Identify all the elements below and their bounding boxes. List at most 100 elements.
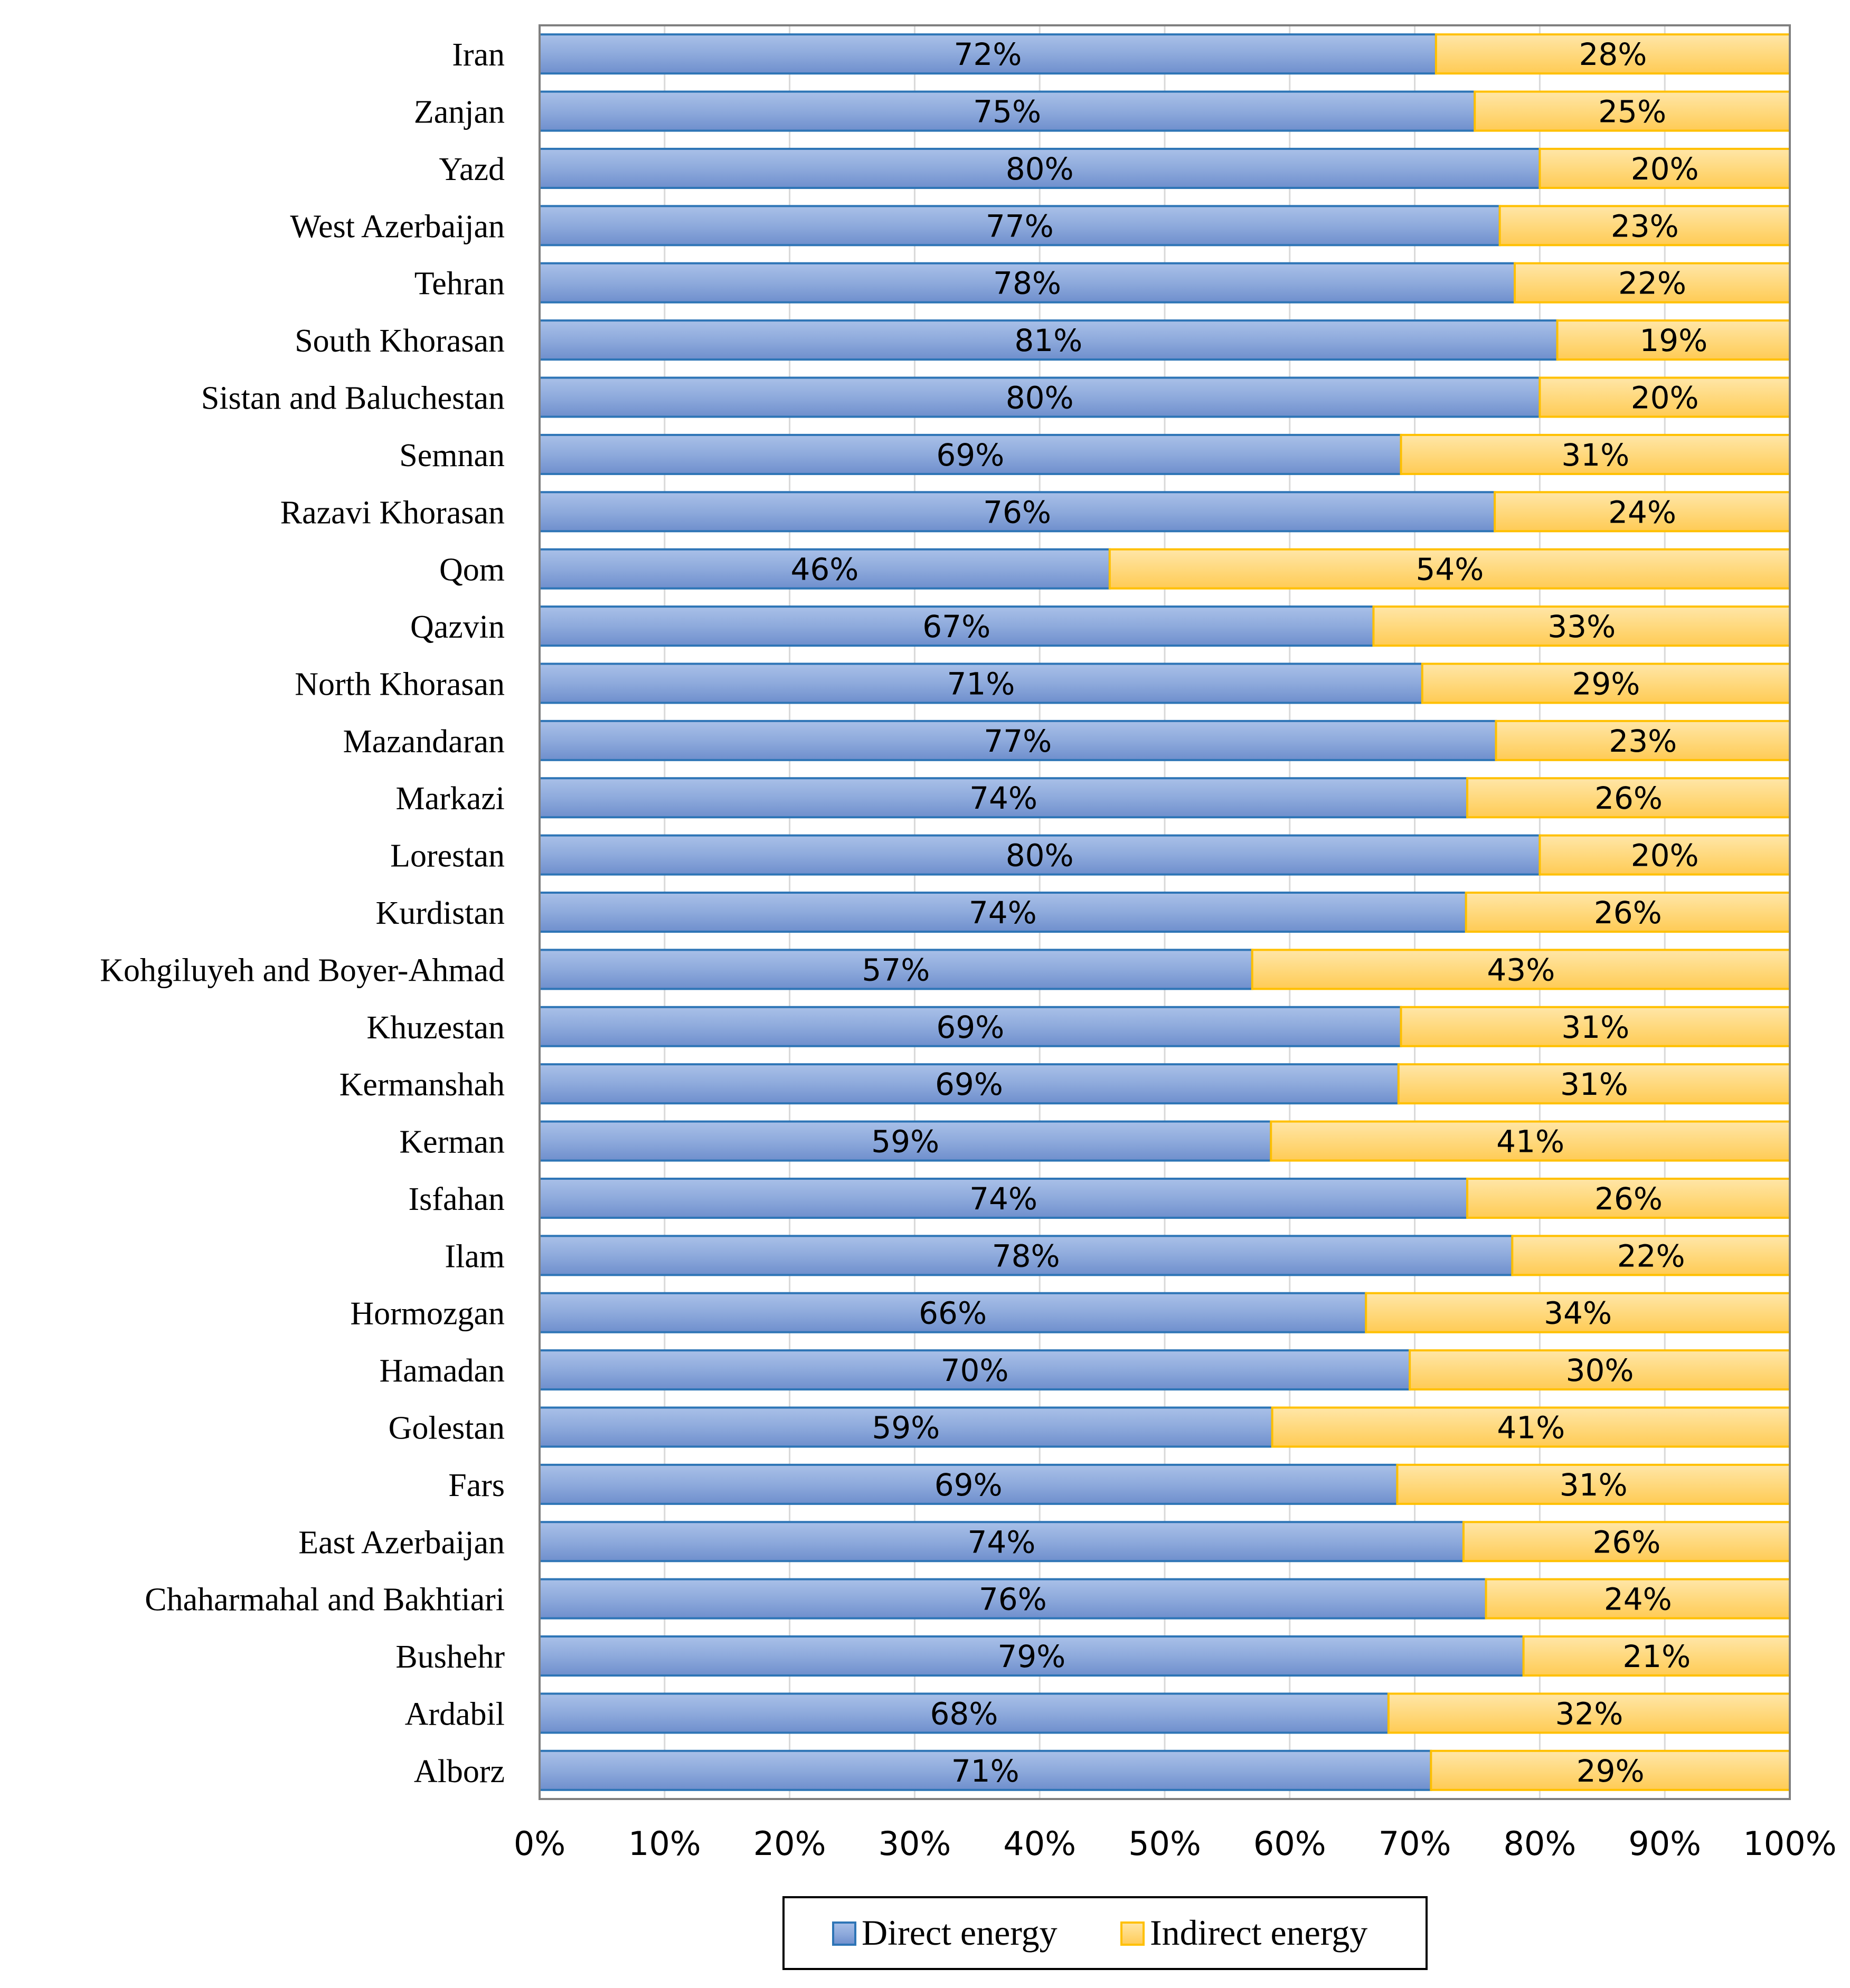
direct-energy-data-label: 71% [951,1753,1020,1789]
indirect-energy-data-label: 29% [1577,1753,1645,1789]
indirect-energy-bar [1522,1635,1791,1677]
x-tick-label: 10% [628,1824,701,1863]
category-label: South Khorasan [295,323,505,359]
category-label: Chaharmahal and Bakhtiari [145,1582,505,1618]
legend-frame [782,1896,1428,1970]
indirect-energy-bar [1108,548,1791,590]
category-label: Yazd [439,152,505,187]
indirect-energy-bar [1271,1406,1791,1448]
direct-energy-data-label: 80% [1006,151,1074,187]
indirect-energy-bar [1365,1292,1791,1333]
category-label: Ilam [445,1238,505,1274]
indirect-energy-data-label: 41% [1497,1409,1565,1445]
direct-energy-bar [539,1521,1465,1563]
indirect-energy-bar [1430,1749,1791,1791]
category-label: Zanjan [414,94,505,130]
data-labels: 72% 28% 75% 25% 80% 20% 77% 23% 78% 22% 81% 19% 80% 2… [790,36,1707,1789]
category-label: North Khorasan [295,666,505,702]
category-label: Qazvin [410,609,505,645]
indirect-energy-bar [1538,147,1791,189]
direct-energy-data-label: 68% [930,1696,998,1731]
indirect-energy-bar [1387,1692,1791,1734]
legend-label-direct-energy: Direct energy [862,1913,1058,1953]
category-label: Bushehr [395,1639,505,1675]
direct-energy-bar [539,1578,1487,1620]
indirect-energy-bar [1466,1177,1791,1219]
category-label: Mazandaran [343,724,505,760]
x-tick-label: 40% [1003,1824,1076,1863]
direct-energy-data-label: 75% [973,94,1041,130]
direct-energy-bar [539,1120,1272,1162]
indirect-energy-data-label: 20% [1631,838,1699,874]
indirect-energy-bar [1270,1120,1791,1162]
x-tick-label: 60% [1253,1824,1326,1863]
indirect-energy-bar [1495,720,1791,761]
category-label: Hamadan [379,1353,505,1389]
category-label: Iran [452,37,505,73]
direct-energy-data-label: 74% [969,895,1037,931]
category-label: Razavi Khorasan [280,495,505,531]
direct-energy-data-label: 66% [919,1295,987,1331]
x-axis-tick-labels: 0% 10% 20% 30% 40% 50% 60% 70% 80% 90% 100% [514,1824,1837,1863]
direct-energy-data-label: 70% [941,1352,1009,1388]
category-label: Tehran [414,266,505,302]
direct-energy-bar [539,433,1402,475]
indirect-energy-data-label: 54% [1415,552,1484,588]
direct-energy-bar [539,1635,1525,1677]
direct-energy-data-label: 69% [935,1066,1003,1102]
indirect-energy-data-label: 22% [1618,266,1686,301]
indirect-energy-data-label: 20% [1631,151,1699,187]
legend-swatch-indirect-energy [1120,1921,1145,1946]
direct-energy-data-label: 79% [997,1639,1065,1674]
category-labels: Iran Zanjan Yazd West Azerbaijan Tehran South… [100,37,505,1790]
plot-area-frame [539,24,1791,1800]
indirect-energy-data-label: 33% [1547,609,1616,645]
indirect-energy-data-label: 24% [1604,1582,1672,1617]
indirect-energy-data-label: 32% [1555,1696,1623,1731]
indirect-energy-bar [1474,90,1791,132]
direct-energy-bar [539,376,1541,418]
legend-label-indirect-energy: Indirect energy [1150,1913,1367,1953]
category-label: Markazi [395,781,505,817]
indirect-energy-bar [1462,1521,1791,1563]
indirect-energy-data-label: 21% [1622,1639,1691,1674]
indirect-energy-bar [1400,1006,1791,1047]
indirect-energy-bar [1421,662,1791,704]
category-label: Alborz [414,1754,505,1790]
direct-energy-bar [539,1406,1273,1448]
legend-swatch-direct-energy [832,1921,856,1946]
direct-energy-bar [539,147,1541,189]
direct-energy-bar [539,1749,1432,1791]
direct-energy-data-label: 69% [936,437,1004,473]
indirect-energy-data-label: 31% [1561,1009,1629,1045]
direct-energy-data-label: 80% [1006,838,1074,874]
indirect-energy-bar [1396,1463,1791,1505]
indirect-energy-bar [1538,376,1791,418]
indirect-energy-data-label: 26% [1594,1181,1663,1217]
category-label: Kohgiluyeh and Boyer-Ahmad [100,952,505,988]
indirect-energy-data-label: 30% [1566,1352,1634,1388]
indirect-energy-data-label: 41% [1496,1124,1564,1160]
direct-energy-data-label: 74% [969,780,1037,816]
indirect-energy-bar [1400,433,1791,475]
direct-energy-data-label: 74% [968,1524,1036,1560]
category-label: Lorestan [390,838,505,874]
category-label: Kerman [399,1124,505,1160]
x-tick-label: 80% [1503,1824,1576,1863]
indirect-energy-data-label: 22% [1617,1238,1685,1274]
indirect-energy-bar [1372,605,1791,647]
direct-energy-data-label: 76% [979,1582,1047,1617]
category-label: East Azerbaijan [298,1525,505,1560]
indirect-energy-bar [1556,319,1791,361]
direct-energy-data-label: 59% [871,1124,939,1160]
x-tick-label: 90% [1628,1824,1701,1863]
indirect-energy-data-label: 25% [1598,94,1666,130]
category-label: Semnan [399,438,505,474]
indirect-energy-data-label: 24% [1608,494,1676,530]
indirect-energy-data-label: 20% [1631,380,1699,416]
indirect-energy-data-label: 31% [1560,1467,1628,1503]
category-label: Khuzestan [366,1010,505,1046]
direct-energy-data-label: 72% [954,36,1022,72]
x-tick-label: 30% [878,1824,951,1863]
